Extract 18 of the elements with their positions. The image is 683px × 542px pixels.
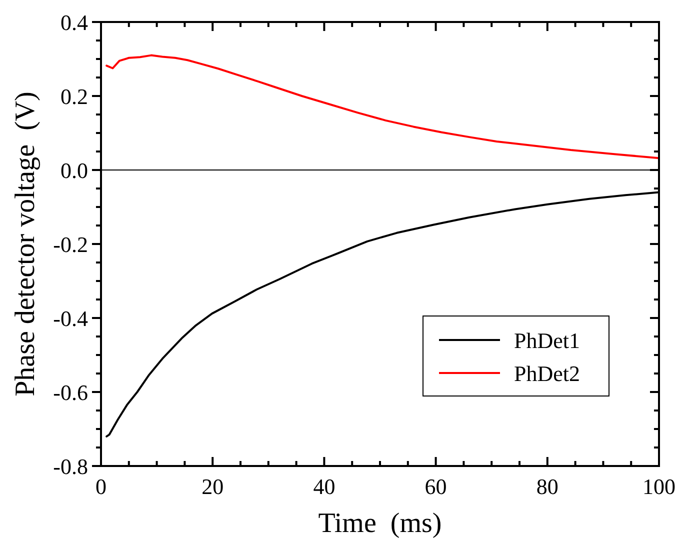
y-tick-label: 0.4	[60, 10, 88, 35]
line-series	[106, 54, 660, 160]
x-tick-label: 80	[536, 474, 558, 499]
x-axis-title: Time (ms)	[318, 508, 442, 539]
y-axis-title: Phase detector voltage (V)	[10, 92, 41, 396]
x-tick-label: 100	[642, 474, 676, 499]
y-tick-label: -0.6	[53, 380, 88, 405]
y-tick-label: 0.0	[60, 158, 88, 183]
x-tick-label: 40	[313, 474, 336, 499]
y-tick-label: -0.2	[53, 232, 88, 257]
y-tick-label: -0.8	[53, 454, 88, 479]
x-tick-label: 60	[424, 474, 447, 499]
y-tick-label: -0.4	[53, 306, 88, 331]
legend-label: PhDet2	[514, 361, 580, 386]
y-tick-label: 0.2	[60, 84, 88, 109]
x-tick-label: 0	[96, 474, 106, 499]
legend-label: PhDet1	[514, 328, 580, 353]
x-tick-label: 20	[202, 474, 224, 499]
